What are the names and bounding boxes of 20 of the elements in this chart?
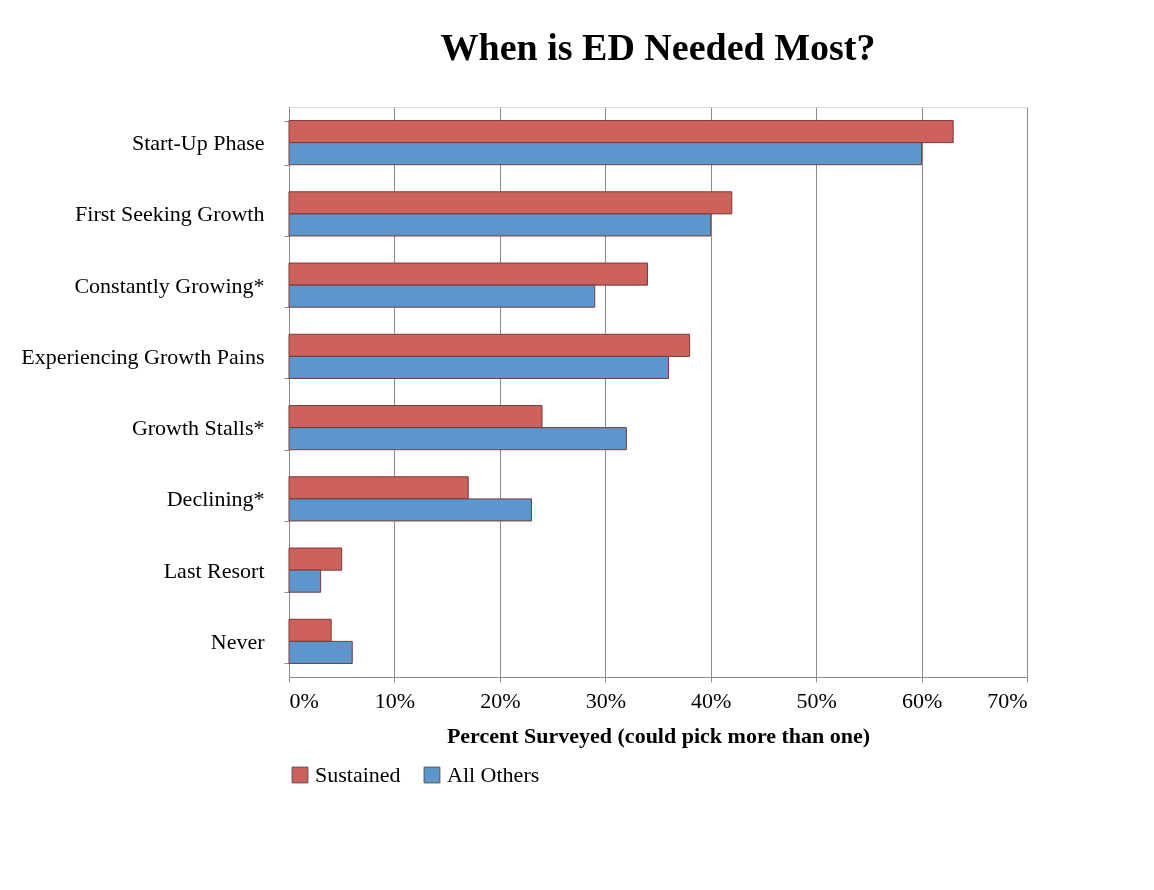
- chart-title: When is ED Needed Most?: [440, 26, 876, 68]
- y-tick-label: Constantly Growing*: [74, 272, 265, 298]
- x-tick-label: 20%: [480, 687, 521, 713]
- x-tick-label: 30%: [585, 687, 626, 713]
- y-tick-label: Declining*: [166, 486, 265, 512]
- y-tick-label: First Seeking Growth: [75, 201, 265, 227]
- legend-label: All Others: [447, 762, 540, 787]
- y-tick-label: Last Resort: [163, 557, 265, 583]
- y-tick-label: Experiencing Growth Pains: [21, 343, 265, 369]
- x-axis-title: Percent Surveyed (could pick more than one): [446, 722, 871, 748]
- x-tick-label: 0%: [289, 687, 319, 713]
- x-tick-label: 40%: [691, 687, 732, 713]
- y-tick-label: Growth Stalls*: [131, 415, 265, 441]
- legend-label: Sustained: [315, 762, 401, 787]
- x-tick-label: 60%: [901, 687, 943, 713]
- y-tick-label: Start-Up Phase: [131, 130, 265, 156]
- x-tick-label: 70%: [987, 687, 1028, 713]
- x-tick-label: 50%: [796, 687, 837, 713]
- y-tick-label: Never: [210, 628, 266, 654]
- x-tick-label: 10%: [374, 687, 416, 713]
